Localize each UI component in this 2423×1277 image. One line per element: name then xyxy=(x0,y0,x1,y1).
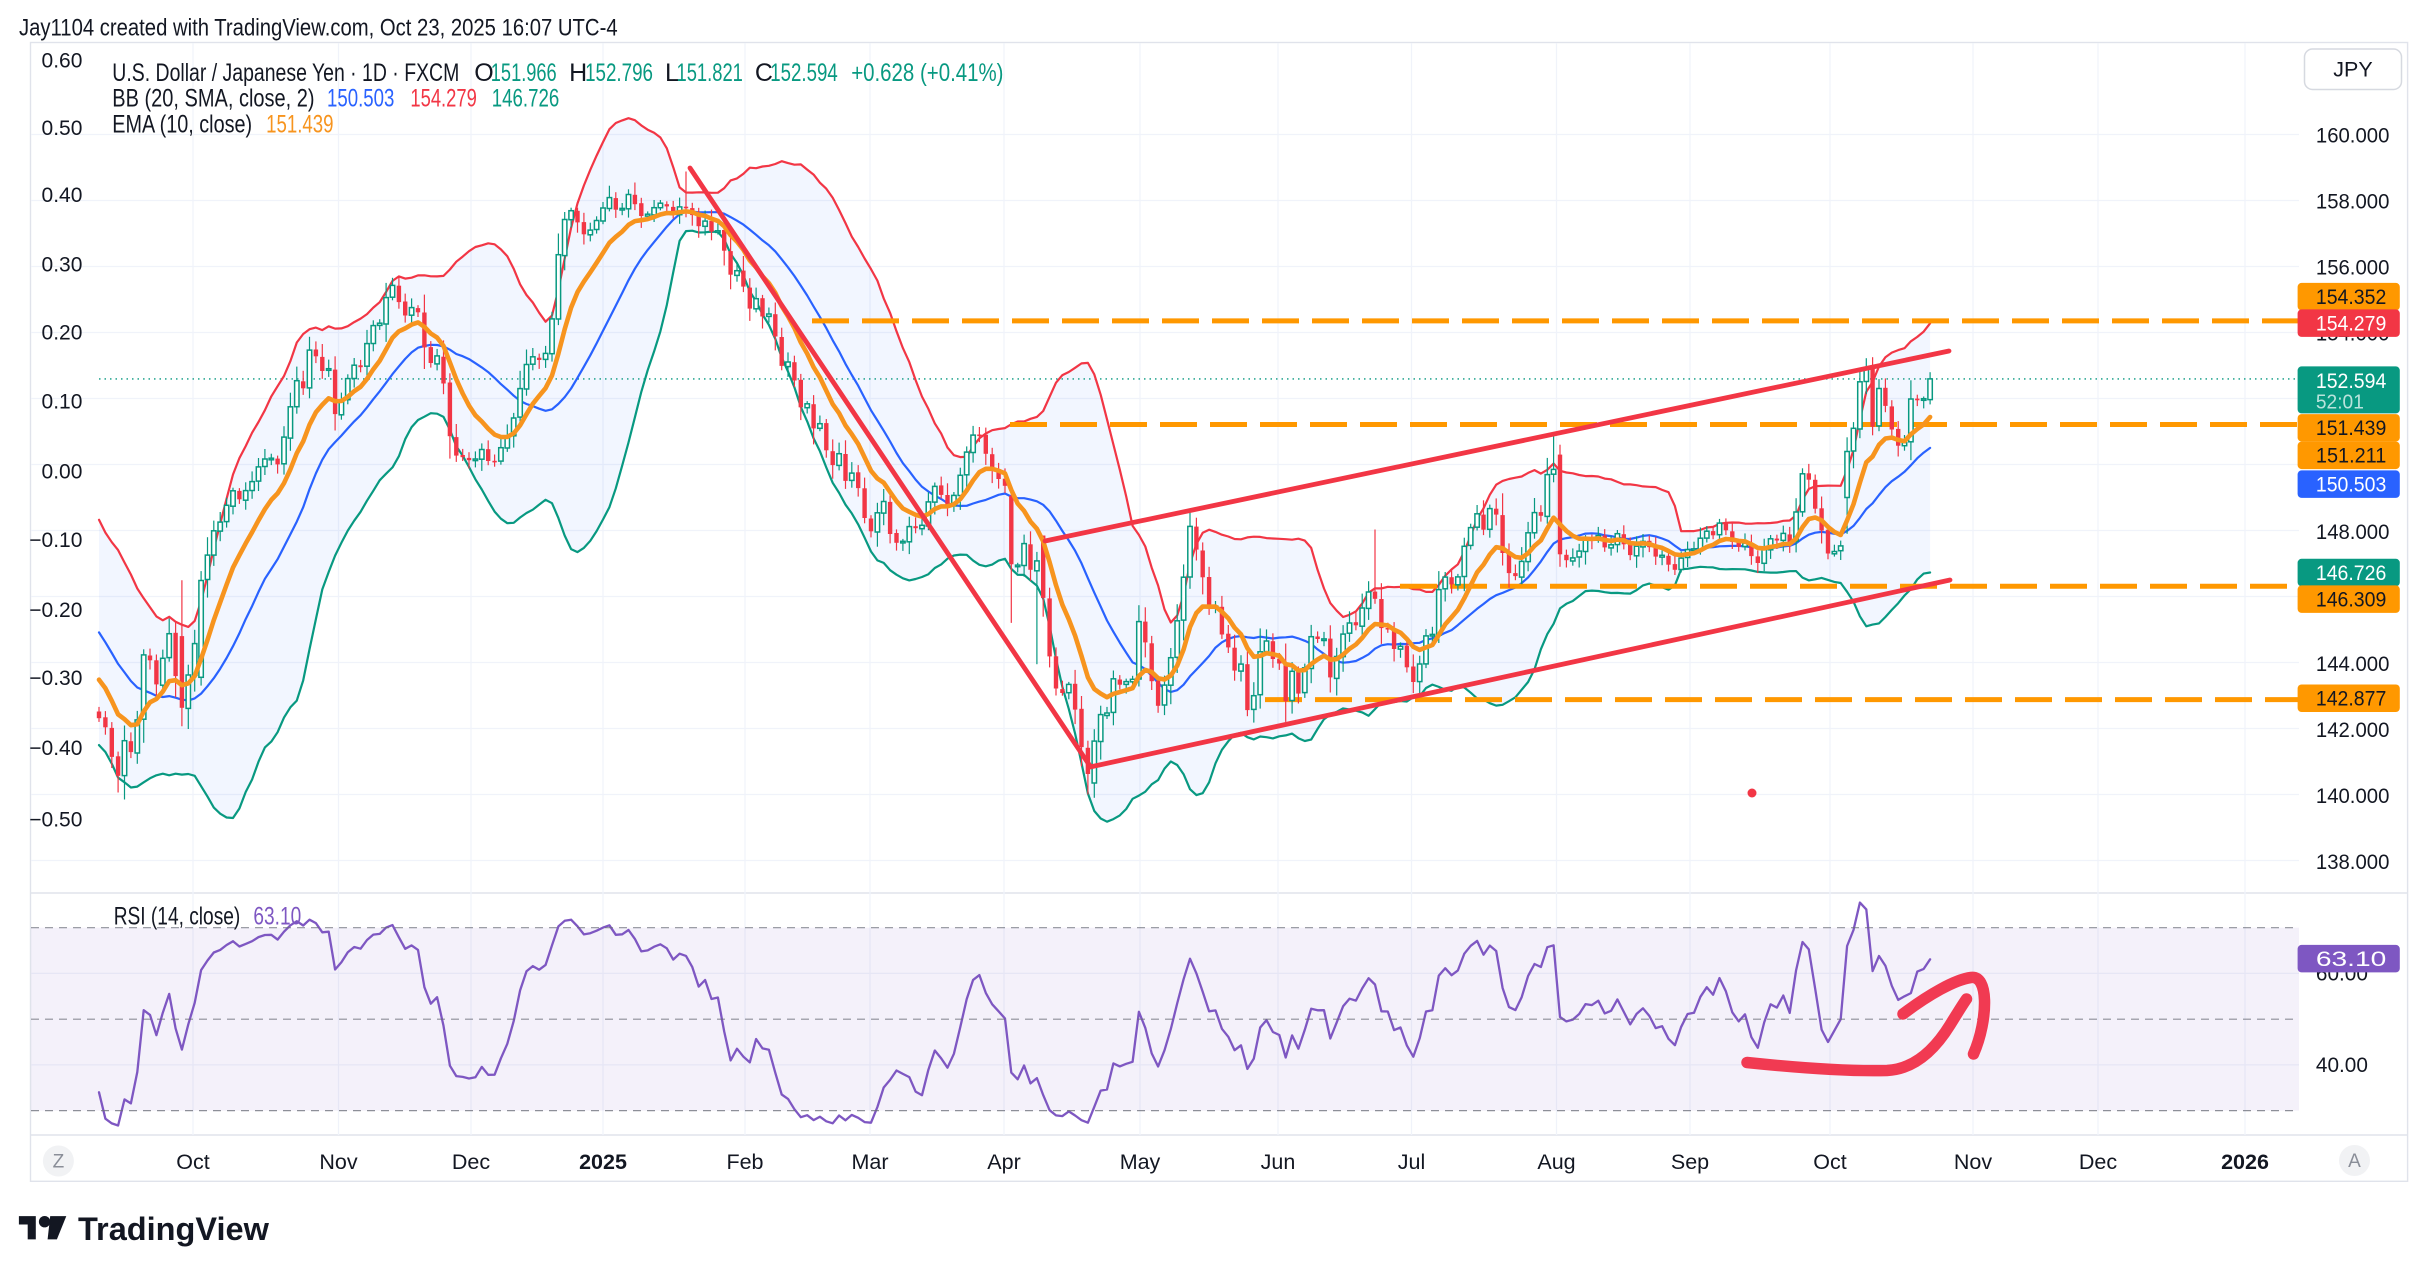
svg-text:May: May xyxy=(1120,1150,1161,1174)
svg-text:Nov: Nov xyxy=(319,1150,357,1174)
svg-text:Jay1104 created with TradingVi: Jay1104 created with TradingView.com, Oc… xyxy=(19,15,618,42)
svg-text:Jun: Jun xyxy=(1261,1150,1296,1174)
svg-text:Oct: Oct xyxy=(1813,1150,1846,1174)
svg-text:52:01: 52:01 xyxy=(2316,392,2364,414)
svg-text:RSI (14, close): RSI (14, close) xyxy=(114,903,241,931)
svg-text:Aug: Aug xyxy=(1537,1150,1575,1174)
svg-text:151.966: 151.966 xyxy=(491,59,557,87)
svg-text:63.10: 63.10 xyxy=(253,903,301,931)
svg-text:158.000: 158.000 xyxy=(2316,190,2390,213)
svg-text:151.439: 151.439 xyxy=(2316,417,2386,440)
svg-text:151.439: 151.439 xyxy=(266,111,333,139)
svg-text:142.877: 142.877 xyxy=(2316,688,2386,711)
svg-text:C: C xyxy=(755,59,773,87)
svg-text:2026: 2026 xyxy=(2221,1150,2269,1174)
svg-text:152.594: 152.594 xyxy=(770,59,837,87)
svg-text:+0.628 (+0.41%): +0.628 (+0.41%) xyxy=(851,59,1003,87)
svg-text:146.726: 146.726 xyxy=(492,85,559,113)
svg-text:146.726: 146.726 xyxy=(2316,562,2386,585)
svg-text:142.000: 142.000 xyxy=(2316,719,2390,742)
svg-text:140.000: 140.000 xyxy=(2316,785,2390,808)
svg-text:EMA (10, close): EMA (10, close) xyxy=(112,111,252,139)
svg-text:H: H xyxy=(569,59,587,87)
svg-text:Dec: Dec xyxy=(2079,1150,2117,1174)
svg-text:160.000: 160.000 xyxy=(2316,124,2390,147)
svg-text:0.40: 0.40 xyxy=(42,184,83,207)
svg-text:−0.50: −0.50 xyxy=(29,808,82,831)
svg-text:A: A xyxy=(2348,1151,2361,1172)
svg-text:154.279: 154.279 xyxy=(2316,312,2386,335)
svg-text:144.000: 144.000 xyxy=(2316,653,2390,676)
svg-text:Feb: Feb xyxy=(726,1150,763,1174)
svg-text:L: L xyxy=(665,59,679,87)
svg-text:Sep: Sep xyxy=(1671,1150,1709,1174)
svg-text:U.S. Dollar / Japanese Yen · 1: U.S. Dollar / Japanese Yen · 1D · FXCM xyxy=(112,59,459,87)
svg-text:154.352: 154.352 xyxy=(2316,286,2386,309)
svg-text:BB (20, SMA, close, 2): BB (20, SMA, close, 2) xyxy=(112,85,314,113)
svg-text:2025: 2025 xyxy=(579,1150,627,1174)
svg-text:148.000: 148.000 xyxy=(2316,521,2390,544)
svg-text:Z: Z xyxy=(53,1152,65,1173)
svg-text:O: O xyxy=(474,59,493,87)
svg-text:156.000: 156.000 xyxy=(2316,256,2390,279)
svg-text:0.50: 0.50 xyxy=(42,117,83,140)
svg-text:154.279: 154.279 xyxy=(410,85,476,113)
svg-text:Mar: Mar xyxy=(851,1150,888,1174)
svg-text:−0.40: −0.40 xyxy=(29,737,82,760)
svg-text:40.00: 40.00 xyxy=(2316,1054,2368,1077)
svg-text:Dec: Dec xyxy=(452,1150,490,1174)
svg-text:Oct: Oct xyxy=(176,1150,209,1174)
svg-text:150.503: 150.503 xyxy=(327,85,394,113)
svg-text:Nov: Nov xyxy=(1954,1150,1992,1174)
svg-text:Jul: Jul xyxy=(1398,1150,1425,1174)
svg-text:146.309: 146.309 xyxy=(2316,588,2386,611)
svg-text:TradingView: TradingView xyxy=(78,1211,270,1247)
svg-text:0.20: 0.20 xyxy=(42,322,83,345)
svg-text:151.821: 151.821 xyxy=(677,59,743,87)
svg-text:0.30: 0.30 xyxy=(42,254,83,277)
svg-text:0.00: 0.00 xyxy=(42,460,83,483)
svg-text:Apr: Apr xyxy=(987,1150,1020,1174)
svg-text:150.503: 150.503 xyxy=(2316,474,2386,497)
svg-text:152.796: 152.796 xyxy=(585,59,653,87)
svg-text:−0.30: −0.30 xyxy=(29,667,82,690)
svg-text:−0.10: −0.10 xyxy=(29,529,82,552)
svg-text:0.10: 0.10 xyxy=(42,390,83,413)
svg-text:JPY: JPY xyxy=(2333,58,2372,82)
svg-text:0.60: 0.60 xyxy=(42,50,83,73)
svg-text:138.000: 138.000 xyxy=(2316,851,2390,874)
svg-text:−0.20: −0.20 xyxy=(29,599,82,622)
svg-text:151.211: 151.211 xyxy=(2316,445,2386,468)
svg-text:152.594: 152.594 xyxy=(2316,370,2387,393)
svg-text:63.10: 63.10 xyxy=(2316,948,2386,971)
